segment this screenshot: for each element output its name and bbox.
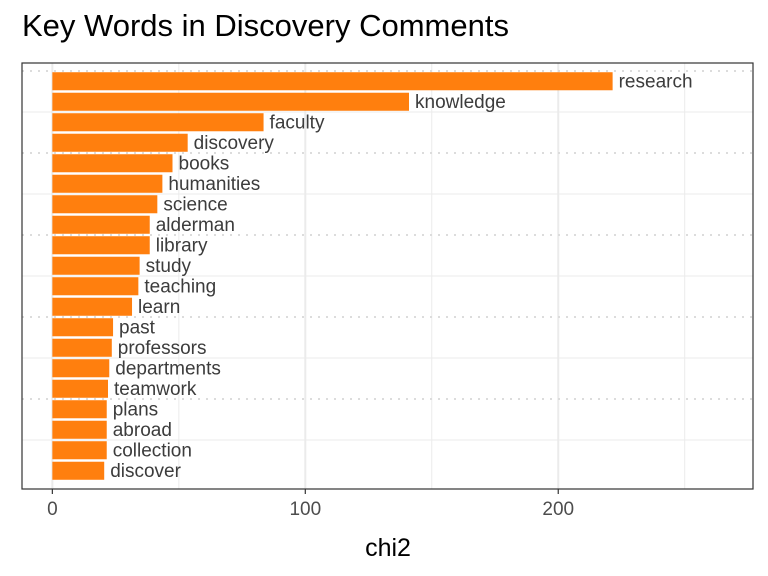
x-tick-label: 200 xyxy=(542,499,574,520)
bar xyxy=(52,462,104,480)
bar xyxy=(52,93,409,111)
bar-label: learn xyxy=(138,297,180,318)
bar xyxy=(52,72,612,90)
x-tick-label: 0 xyxy=(47,499,58,520)
bar-label: plans xyxy=(113,399,158,420)
bar xyxy=(52,113,263,131)
bar-label: discovery xyxy=(194,133,275,154)
bar xyxy=(52,318,113,336)
bar-label: study xyxy=(146,256,192,277)
x-tick-label: 100 xyxy=(289,499,321,520)
bar xyxy=(52,339,111,357)
bar xyxy=(52,441,106,459)
bar xyxy=(52,400,106,418)
bar-label: faculty xyxy=(270,112,325,133)
bar xyxy=(52,195,157,213)
bar-label: books xyxy=(179,153,230,174)
bar-label: library xyxy=(156,235,208,256)
x-axis-title: chi2 xyxy=(365,534,411,562)
bar xyxy=(52,421,106,439)
bar-label: past xyxy=(119,317,156,338)
axis-layer: 0 100 200 xyxy=(47,489,574,520)
bar xyxy=(52,236,149,254)
bar xyxy=(52,134,187,152)
bar xyxy=(52,277,138,295)
bar-label: research xyxy=(619,71,693,92)
bar xyxy=(52,175,162,193)
bar-label: departments xyxy=(115,358,221,379)
bar xyxy=(52,257,139,275)
bar-label: professors xyxy=(118,338,207,359)
bar xyxy=(52,359,109,377)
bar-label: collection xyxy=(113,440,192,461)
bar-label: teamwork xyxy=(114,379,197,400)
bar xyxy=(52,154,172,172)
bar xyxy=(52,380,108,398)
bar-label: abroad xyxy=(113,420,172,441)
bar-label: science xyxy=(163,194,227,215)
bar xyxy=(52,298,132,316)
bar-label: teaching xyxy=(144,276,216,297)
bar-label: knowledge xyxy=(415,92,506,113)
bar-label: humanities xyxy=(168,174,260,195)
bar-label: discover xyxy=(110,461,181,482)
bar xyxy=(52,216,149,234)
bar-label: alderman xyxy=(156,215,235,236)
